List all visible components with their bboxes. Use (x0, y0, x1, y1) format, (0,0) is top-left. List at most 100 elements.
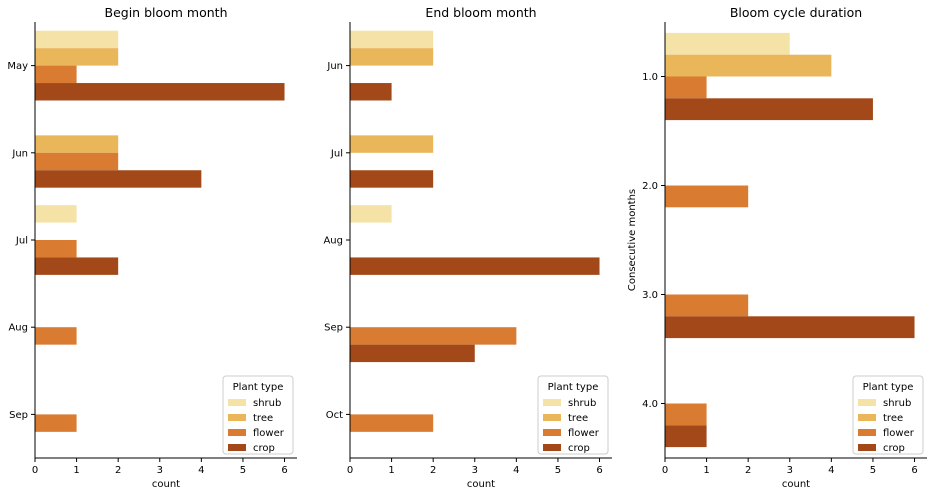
x-tick-label: 0 (347, 465, 353, 476)
legend: Plant type shrub tree flower crop (537, 375, 609, 455)
x-tick-label: 5 (870, 465, 876, 476)
x-tick-label: 4 (828, 465, 834, 476)
bar-shrub-Aug (350, 205, 392, 223)
y-tick-label: Jun (326, 61, 343, 72)
x-tick-label: 3 (472, 465, 478, 476)
legend-label-flower: flower (568, 428, 600, 439)
y-tick-label: Jul (330, 148, 343, 159)
bar-flower-3.0 (665, 294, 749, 317)
panel-end: End bloom month Jun Jul Aug Sep Oct 0 1 2 3 4 5 6 cou… (323, 5, 612, 490)
legend-swatch-tree (858, 414, 876, 421)
x-tick-label: 0 (32, 465, 38, 476)
legend-swatch-crop (543, 444, 561, 451)
bar-crop-1.0 (665, 98, 873, 121)
x-tick-label: 5 (555, 465, 561, 476)
legend-swatch-flower (228, 429, 246, 436)
x-tick-label: 6 (596, 465, 602, 476)
legend-label-tree: tree (568, 413, 588, 424)
bar-tree-Jun (350, 48, 434, 66)
legend-label-crop: crop (253, 443, 275, 454)
x-tick-label: 6 (281, 465, 287, 476)
x-tick-label: 3 (157, 465, 163, 476)
bar-crop-May (35, 83, 285, 101)
legend-swatch-shrub (543, 399, 561, 406)
y-tick-label: Sep (324, 323, 343, 334)
bar-shrub-Jun (350, 30, 434, 49)
y-tick-label: 3.0 (642, 290, 658, 301)
y-tick-label: Jul (15, 236, 28, 247)
x-axis-label: count (467, 479, 495, 490)
y-tick-label: Jun (11, 148, 28, 159)
bar-flower-Aug (35, 327, 77, 345)
bar-flower-Jun (35, 152, 119, 171)
legend-swatch-crop (228, 444, 246, 451)
bar-crop-Jun (350, 83, 392, 101)
x-tick-label: 1 (703, 465, 709, 476)
legend-label-tree: tree (253, 413, 273, 424)
x-tick-label: 6 (911, 465, 917, 476)
x-axis-label: count (152, 479, 180, 490)
legend-swatch-tree (543, 414, 561, 421)
legend-label-shrub: shrub (253, 398, 281, 409)
bar-tree-1.0 (665, 54, 832, 77)
x-tick-label: 2 (115, 465, 121, 476)
y-tick-label: 2.0 (642, 181, 658, 192)
chart-title: End bloom month (425, 5, 536, 20)
bar-flower-Jul (35, 240, 77, 258)
legend-label-tree: tree (883, 413, 903, 424)
y-tick-label: Oct (326, 410, 343, 421)
x-tick-label: 2 (430, 465, 436, 476)
y-axis-label: Consecutive months (627, 189, 638, 291)
legend: Plant type shrub tree flower crop (222, 375, 294, 455)
legend-label-flower: flower (883, 428, 915, 439)
bar-crop-Aug (350, 257, 600, 275)
legend-label-crop: crop (568, 443, 590, 454)
x-tick-label: 5 (240, 465, 246, 476)
legend-swatch-tree (228, 414, 246, 421)
x-tick-label: 0 (662, 465, 668, 476)
chart-title: Bloom cycle duration (730, 5, 862, 20)
legend-label-shrub: shrub (568, 398, 596, 409)
bar-flower-1.0 (665, 76, 707, 99)
x-tick-label: 2 (745, 465, 751, 476)
legend-swatch-crop (858, 444, 876, 451)
legend-label-shrub: shrub (883, 398, 911, 409)
bar-shrub-1.0 (665, 32, 790, 55)
bar-flower-Sep (350, 327, 517, 345)
x-tick-label: 1 (73, 465, 79, 476)
x-tick-label: 3 (787, 465, 793, 476)
x-tick-label: 4 (513, 465, 519, 476)
y-tick-label: Aug (323, 236, 343, 247)
legend: Plant type shrub tree flower crop (852, 375, 924, 455)
bar-crop-Jul (350, 170, 434, 188)
legend-label-crop: crop (883, 443, 905, 454)
y-tick-label: Aug (8, 323, 28, 334)
legend-swatch-flower (858, 429, 876, 436)
legend-title: Plant type (548, 382, 599, 393)
bar-crop-Sep (350, 344, 475, 363)
bar-shrub-Jul (35, 205, 77, 223)
bar-crop-3.0 (665, 316, 915, 339)
x-tick-label: 1 (388, 465, 394, 476)
bar-tree-Jul (350, 135, 434, 153)
legend-swatch-flower (543, 429, 561, 436)
x-axis-label: count (782, 479, 810, 490)
y-tick-label: May (7, 61, 28, 72)
bar-flower-2.0 (665, 185, 749, 208)
chart-title: Begin bloom month (105, 5, 228, 20)
bar-flower-Sep (35, 414, 77, 432)
bar-crop-4.0 (665, 425, 707, 448)
legend-swatch-shrub (228, 399, 246, 406)
y-tick-label: Sep (9, 410, 28, 421)
bar-tree-May (35, 48, 119, 66)
y-tick-label: 4.0 (642, 399, 658, 410)
bar-tree-Jun (35, 135, 119, 153)
legend-title: Plant type (233, 382, 284, 393)
bar-flower-Oct (350, 414, 434, 432)
bar-shrub-May (35, 30, 119, 49)
bar-crop-Jun (35, 170, 202, 188)
bar-flower-4.0 (665, 403, 707, 426)
